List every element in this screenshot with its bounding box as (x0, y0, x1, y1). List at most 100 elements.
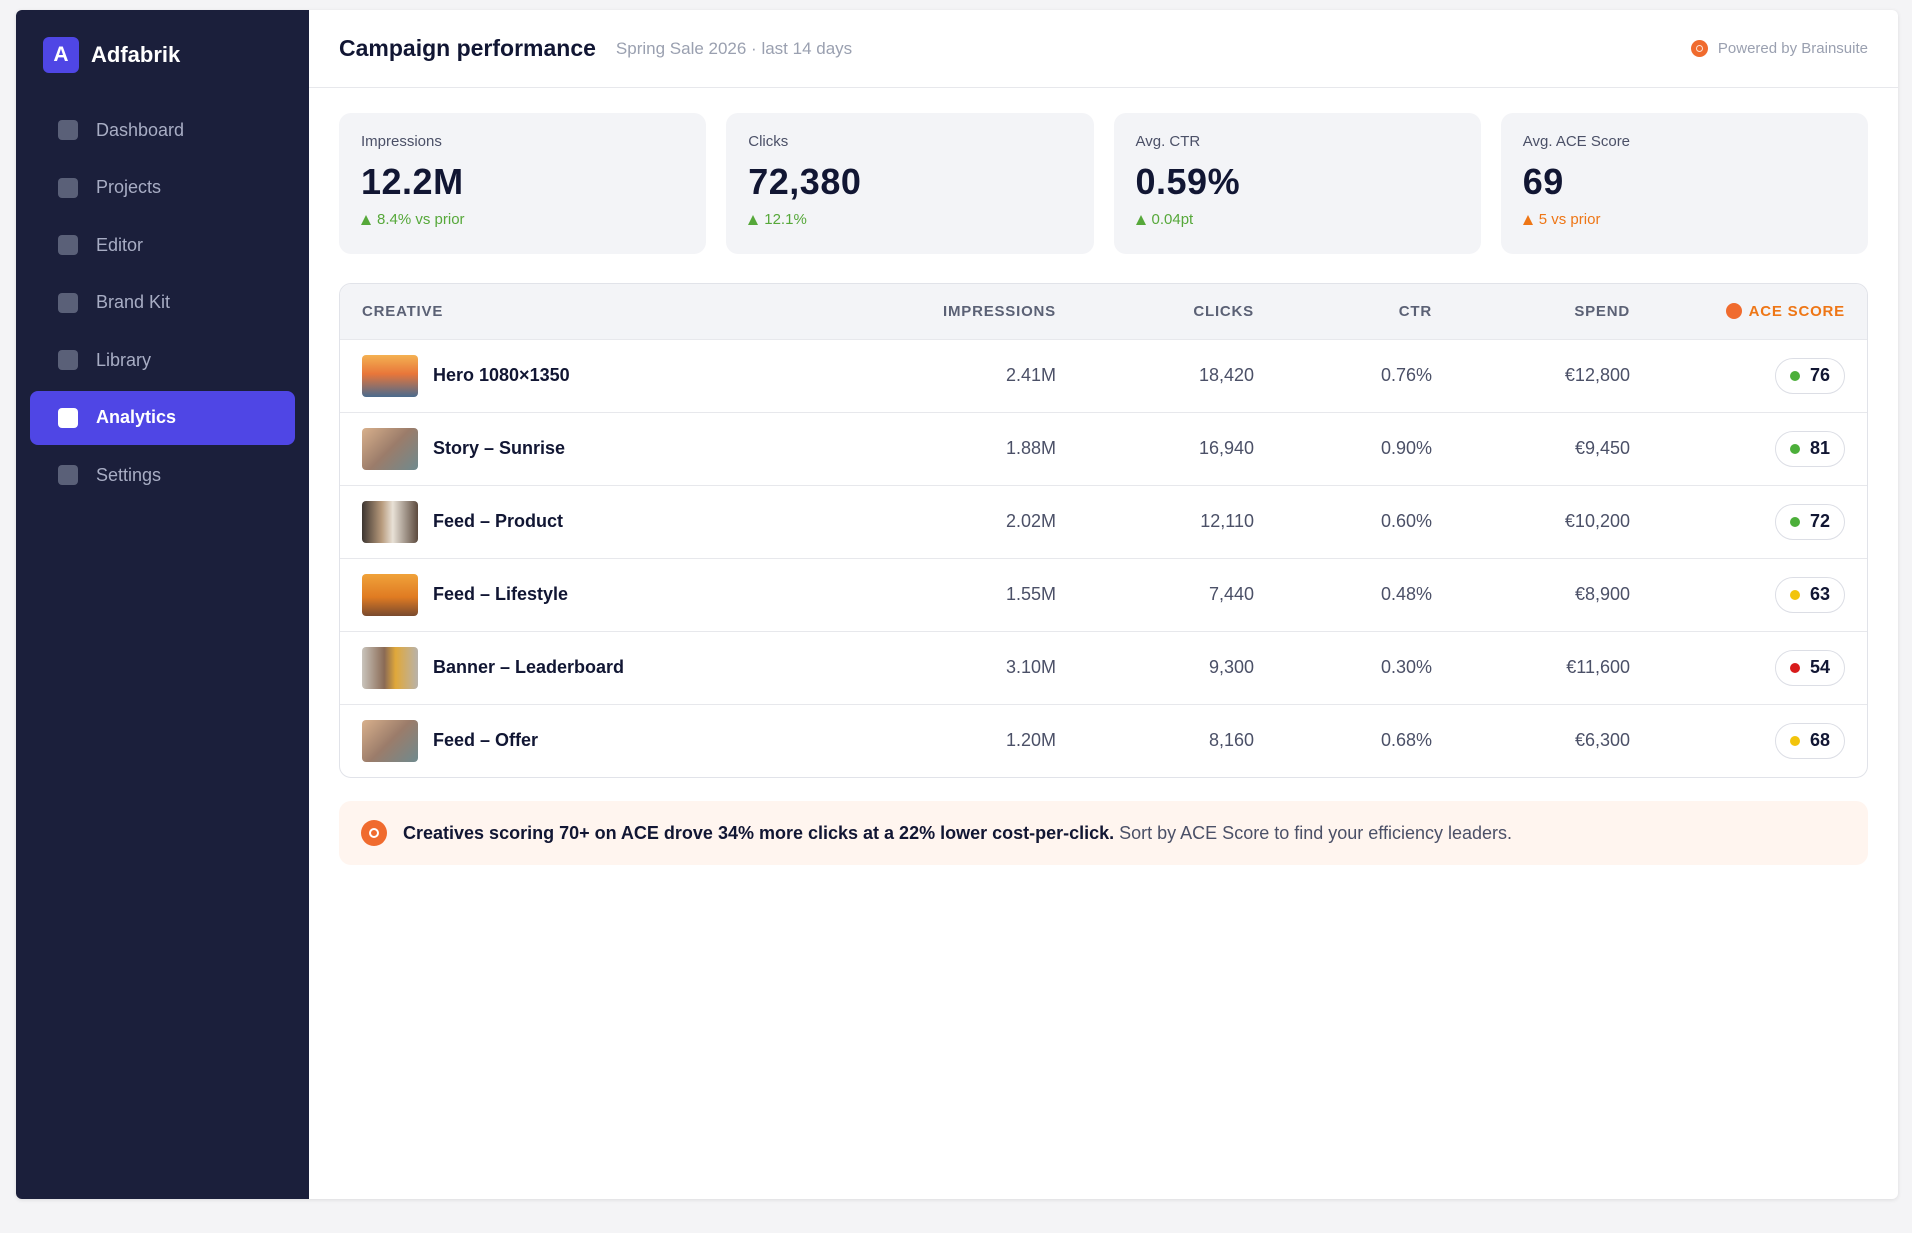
kpi-value: 69 (1522, 161, 1564, 202)
column-header-spend[interactable]: SPEND (1574, 302, 1630, 320)
powered-by-label: Powered by Brainsuite (1717, 40, 1868, 57)
cell-impressions: 1.55M (1005, 584, 1056, 604)
kpi-delta-text: 8.4% vs prior (377, 211, 465, 228)
settings-icon (58, 465, 78, 485)
column-header-creative[interactable]: CREATIVE (362, 302, 444, 320)
score-value: 68 (1809, 730, 1831, 751)
kpi-delta-text: 12.1% (764, 211, 807, 228)
column-header-clicks[interactable]: CLICKS (1193, 302, 1254, 320)
kpi-delta: 12.1% (748, 211, 1071, 228)
analytics-icon (58, 407, 78, 428)
sidebar-item-label: Editor (96, 234, 144, 255)
column-header-ace-score[interactable]: ACE SCORE (1630, 284, 1867, 339)
score-value: 72 (1809, 511, 1831, 531)
brainsuite-icon (1690, 40, 1708, 57)
brainsuite-icon (361, 820, 387, 846)
kpi-label: Avg. CTR (1135, 133, 1201, 150)
sidebar-item-label: Analytics (96, 407, 177, 427)
cell-impressions: 3.10M (1005, 657, 1056, 677)
sidebar-item-analytics[interactable]: Analytics (30, 390, 295, 445)
product-thumbnail (362, 500, 418, 543)
cell-clicks: 16,940 (1198, 438, 1254, 458)
brand-kit-icon (58, 292, 78, 313)
banner-thumbnail (362, 646, 418, 689)
dashboard-icon (58, 120, 78, 140)
page-subtitle: Spring Sale 2026 · last 14 days (615, 38, 853, 58)
trend-up-icon (1135, 214, 1146, 225)
table-row[interactable]: Banner – Leaderboard 3.10M 9,300 0.30% €… (340, 631, 1867, 704)
main-content: Campaign performance Spring Sale 2026 · … (309, 10, 1898, 1199)
kpi-value: 12.2M (361, 161, 464, 202)
sidebar-item-dashboard[interactable]: Dashboard (30, 103, 295, 157)
sidebar-item-settings[interactable]: Settings (30, 448, 295, 502)
kpi-delta: 0.04pt (1135, 211, 1459, 228)
cell-spend: €8,900 (1574, 584, 1630, 604)
insight-text: Sort by ACE Score to find your efficienc… (1119, 822, 1513, 843)
sidebar-item-label: Settings (96, 464, 162, 485)
table-row[interactable]: Feed – Lifestyle 1.55M 7,440 0.48% €8,90… (340, 558, 1867, 631)
ace-score-badge: 76 (1775, 357, 1845, 394)
cell-ctr: 0.68% (1380, 730, 1432, 751)
cell-clicks: 12,110 (1200, 511, 1254, 531)
story-thumbnail (362, 427, 418, 470)
brainsuite-icon (1725, 302, 1742, 319)
column-header-label: ACE SCORE (1748, 302, 1845, 320)
cell-impressions: 1.20M (1005, 730, 1056, 751)
lifestyle-thumbnail (362, 573, 418, 616)
library-icon (58, 350, 78, 370)
creative-name: Story – Sunrise (433, 438, 566, 458)
kpi-label: Avg. ACE Score (1522, 133, 1631, 150)
creative-name: Feed – Product (433, 511, 564, 531)
cell-ctr: 0.60% (1380, 511, 1432, 531)
page-header: Campaign performance Spring Sale 2026 · … (309, 10, 1898, 88)
hero-thumbnail (362, 354, 418, 397)
kpi-delta-text: 0.04pt (1151, 211, 1194, 228)
editor-icon (58, 235, 78, 255)
column-header-impressions[interactable]: IMPRESSIONS (943, 302, 1056, 320)
table-row[interactable]: Feed – Offer 1.20M 8,160 0.68% €6,300 68 (340, 704, 1867, 777)
ace-score-badge: 54 (1775, 649, 1845, 686)
ace-score-badge: 81 (1775, 430, 1845, 467)
sidebar-item-library[interactable]: Library (30, 333, 295, 387)
sidebar-item-brand-kit[interactable]: Brand Kit (30, 276, 295, 330)
kpi-value: 72,380 (748, 161, 862, 202)
cell-clicks: 8,160 (1208, 730, 1254, 751)
kpi-card-ctr: Avg. CTR 0.59% 0.04pt (1113, 113, 1481, 254)
kpi-card-ace-score: Avg. ACE Score 69 5 vs prior (1500, 113, 1868, 254)
sidebar-item-projects[interactable]: Projects (30, 161, 295, 215)
table-row[interactable]: Feed – Product 2.02M 12,110 0.60% €10,20… (340, 485, 1867, 558)
kpi-label: Impressions (361, 133, 442, 150)
cell-ctr: 0.30% (1380, 657, 1432, 677)
kpi-row: Impressions 12.2M 8.4% vs prior Clicks 7… (339, 113, 1868, 254)
cell-impressions: 2.02M (1005, 511, 1056, 531)
sidebar-item-editor[interactable]: Editor (30, 218, 295, 272)
cell-impressions: 1.88M (1005, 438, 1056, 458)
projects-icon (58, 177, 78, 198)
trend-up-icon (1522, 214, 1533, 225)
score-status-dot (1789, 516, 1800, 527)
creative-name: Hero 1080×1350 (433, 365, 570, 385)
creative-name: Feed – Offer (433, 730, 539, 751)
page-title: Campaign performance (339, 35, 596, 61)
cell-ctr: 0.48% (1380, 584, 1432, 604)
score-status-dot (1789, 589, 1800, 600)
kpi-label: Clicks (748, 133, 789, 150)
cell-spend: €9,450 (1574, 438, 1630, 458)
score-value: 76 (1809, 365, 1831, 385)
powered-by[interactable]: Powered by Brainsuite (1690, 40, 1868, 57)
creatives-table: CREATIVE IMPRESSIONS CLICKS CTR SPEND AC… (339, 283, 1868, 778)
cell-spend: €10,200 (1564, 511, 1630, 531)
cell-ctr: 0.76% (1380, 365, 1432, 385)
ace-score-badge: 68 (1775, 722, 1845, 759)
column-header-ctr[interactable]: CTR (1398, 302, 1432, 320)
offer-thumbnail (362, 719, 418, 762)
score-status-dot (1789, 662, 1800, 673)
sidebar-item-label: Library (96, 349, 152, 370)
table-row[interactable]: Story – Sunrise 1.88M 16,940 0.90% €9,45… (340, 412, 1867, 485)
table-row[interactable]: Hero 1080×1350 2.41M 18,420 0.76% €12,80… (340, 339, 1867, 412)
brand-name: Adfabrik (91, 42, 181, 67)
brand[interactable]: A Adfabrik (16, 10, 309, 73)
logo-icon: A (43, 37, 79, 73)
sidebar: A Adfabrik Dashboard Projects Editor Bra… (16, 10, 309, 1199)
score-value: 63 (1809, 584, 1831, 604)
